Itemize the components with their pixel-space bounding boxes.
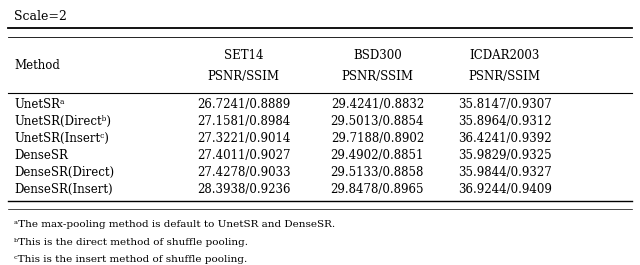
- Text: 29.5133/0.8858: 29.5133/0.8858: [331, 166, 424, 179]
- Text: DenseSR(Direct): DenseSR(Direct): [14, 166, 115, 179]
- Text: 27.4278/0.9033: 27.4278/0.9033: [196, 166, 291, 179]
- Text: 27.3221/0.9014: 27.3221/0.9014: [197, 132, 290, 145]
- Text: UnetSRᵃ: UnetSRᵃ: [14, 98, 65, 111]
- Text: 35.9844/0.9327: 35.9844/0.9327: [458, 166, 552, 179]
- Text: DenseSR(Insert): DenseSR(Insert): [14, 183, 113, 196]
- Text: PSNR/SSIM: PSNR/SSIM: [468, 70, 541, 83]
- Text: ᵇThis is the direct method of shuffle pooling.: ᵇThis is the direct method of shuffle po…: [14, 238, 248, 247]
- Text: 27.4011/0.9027: 27.4011/0.9027: [196, 149, 291, 162]
- Text: 36.9244/0.9409: 36.9244/0.9409: [458, 183, 552, 196]
- Text: ICDAR2003: ICDAR2003: [470, 49, 540, 62]
- Text: ᵃThe max-pooling method is default to UnetSR and DenseSR.: ᵃThe max-pooling method is default to Un…: [14, 220, 335, 229]
- Text: 27.1581/0.8984: 27.1581/0.8984: [197, 115, 290, 128]
- Text: PSNR/SSIM: PSNR/SSIM: [207, 70, 280, 83]
- Text: 29.7188/0.8902: 29.7188/0.8902: [331, 132, 424, 145]
- Text: BSD300: BSD300: [353, 49, 402, 62]
- Text: 29.5013/0.8854: 29.5013/0.8854: [331, 115, 424, 128]
- Text: ᶜThis is the insert method of shuffle pooling.: ᶜThis is the insert method of shuffle po…: [14, 255, 248, 264]
- Text: 29.4241/0.8832: 29.4241/0.8832: [331, 98, 424, 111]
- Text: DenseSR: DenseSR: [14, 149, 68, 162]
- Text: 29.8478/0.8965: 29.8478/0.8965: [331, 183, 424, 196]
- Text: Method: Method: [14, 59, 60, 72]
- Text: 35.9829/0.9325: 35.9829/0.9325: [458, 149, 552, 162]
- Text: SET14: SET14: [224, 49, 263, 62]
- Text: 28.3938/0.9236: 28.3938/0.9236: [196, 183, 291, 196]
- Text: PSNR/SSIM: PSNR/SSIM: [341, 70, 413, 83]
- Text: 26.7241/0.8889: 26.7241/0.8889: [197, 98, 290, 111]
- Text: 35.8964/0.9312: 35.8964/0.9312: [458, 115, 552, 128]
- Text: UnetSR(Insertᶜ): UnetSR(Insertᶜ): [14, 132, 109, 145]
- Text: 29.4902/0.8851: 29.4902/0.8851: [331, 149, 424, 162]
- Text: Scale=2: Scale=2: [14, 10, 67, 23]
- Text: 35.8147/0.9307: 35.8147/0.9307: [458, 98, 552, 111]
- Text: UnetSR(Directᵇ): UnetSR(Directᵇ): [14, 115, 111, 128]
- Text: 36.4241/0.9392: 36.4241/0.9392: [458, 132, 552, 145]
